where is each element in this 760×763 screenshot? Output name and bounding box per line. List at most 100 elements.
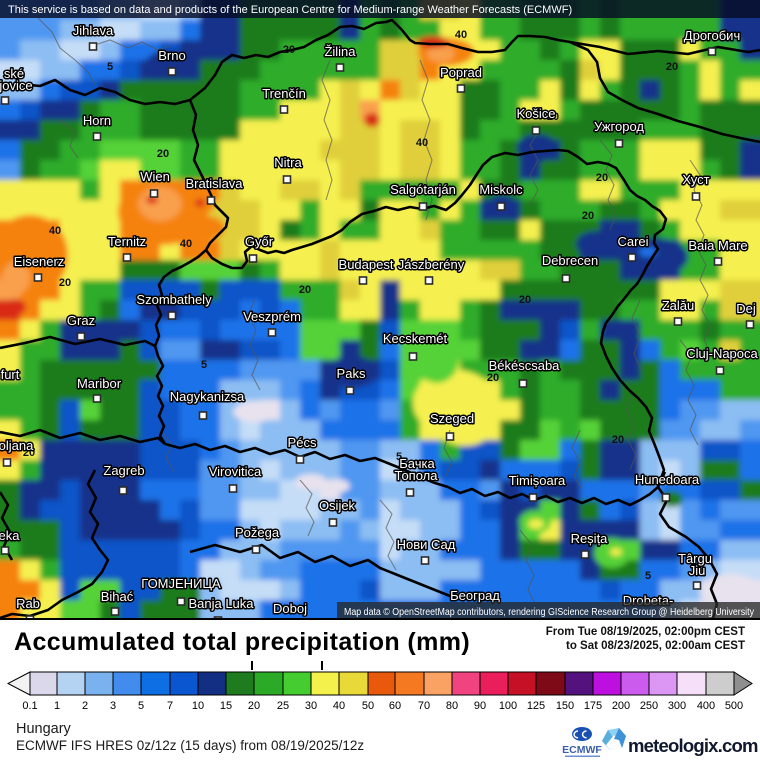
svg-text:Graz: Graz [67,313,95,328]
svg-text:Miskolc: Miskolc [479,182,523,197]
svg-text:20: 20 [248,700,260,710]
svg-text:10: 10 [192,700,204,710]
svg-text:ské: ské [4,66,24,81]
svg-text:Osijek: Osijek [319,498,356,513]
svg-text:100: 100 [499,700,517,710]
svg-text:Békéscsaba: Békéscsaba [489,358,561,373]
svg-text:oljana: oljana [0,438,34,453]
svg-text:40: 40 [455,29,467,41]
svg-text:Pécs: Pécs [288,435,317,450]
svg-text:Београд: Београд [450,588,500,603]
svg-text:Хуст: Хуст [682,172,709,187]
svg-text:40: 40 [333,700,345,710]
svg-text:Szombathely: Szombathely [136,292,212,307]
svg-text:ГОМЈЕНИЦА: ГОМЈЕНИЦА [141,576,221,591]
svg-text:70: 70 [418,700,430,710]
svg-text:20: 20 [582,210,594,222]
svg-text:Ужгород: Ужгород [594,119,644,134]
svg-text:Požega: Požega [235,525,280,540]
svg-text:Maribor: Maribor [77,376,122,391]
svg-text:50: 50 [362,700,374,710]
svg-text:Kecskemét: Kecskemét [383,331,448,346]
svg-text:20: 20 [283,44,295,56]
svg-text:This service is based on data: This service is based on data and produc… [8,4,572,16]
svg-text:60: 60 [389,700,401,710]
svg-text:Dej: Dej [736,301,756,316]
svg-text:20: 20 [666,61,678,73]
svg-text:Bihać: Bihać [101,589,134,604]
svg-text:Jihlava: Jihlava [73,23,114,38]
svg-text:40: 40 [180,238,192,250]
svg-text:Veszprém: Veszprém [243,309,301,324]
svg-text:20: 20 [596,172,608,184]
svg-text:80: 80 [446,700,458,710]
svg-text:2: 2 [82,700,88,710]
svg-text:Jiu: Jiu [689,563,706,578]
svg-text:Poprad: Poprad [440,65,482,80]
svg-text:7: 7 [167,700,173,710]
svg-text:20: 20 [23,447,35,459]
svg-text:Carei: Carei [617,234,648,249]
svg-text:Baia Mare: Baia Mare [688,238,747,253]
svg-text:20: 20 [299,284,311,296]
svg-text:5: 5 [645,570,651,582]
svg-text:Reșița: Reșița [571,531,609,546]
svg-text:jovice: jovice [0,78,33,93]
svg-text:20: 20 [59,277,71,289]
svg-text:Wien: Wien [140,169,170,184]
svg-text:Топола: Топола [395,468,439,483]
svg-text:Map data © OpenStreetMap contr: Map data © OpenStreetMap contributors, r… [344,607,754,618]
svg-text:1: 1 [54,700,60,710]
svg-text:Győr: Győr [245,234,274,249]
svg-text:300: 300 [668,700,686,710]
svg-text:Eisenerz: Eisenerz [14,254,65,269]
svg-text:400: 400 [697,700,715,710]
svg-text:Banja Luka: Banja Luka [188,596,254,611]
svg-text:5: 5 [138,700,144,710]
svg-text:Paks: Paks [337,366,366,381]
svg-text:eka: eka [0,528,20,543]
svg-text:150: 150 [556,700,574,710]
svg-text:Virovitica: Virovitica [209,464,262,479]
svg-text:Zalău: Zalău [662,298,695,313]
svg-text:Cluj-Napoca: Cluj-Napoca [686,346,758,361]
svg-text:meteologix.com: meteologix.com [628,735,758,756]
svg-text:125: 125 [527,700,545,710]
svg-text:Бачка: Бачка [399,456,435,471]
svg-text:5: 5 [201,359,207,371]
svg-text:500: 500 [725,700,743,710]
svg-text:90: 90 [474,700,486,710]
svg-text:5: 5 [107,61,113,73]
svg-text:Szeged: Szeged [430,411,474,426]
svg-text:Нови Сад: Нови Сад [397,537,456,552]
svg-text:40: 40 [49,225,61,237]
svg-text:30: 30 [305,700,317,710]
svg-text:20: 20 [487,372,499,384]
svg-text:Košice: Košice [516,106,555,121]
svg-text:3: 3 [110,700,116,710]
svg-text:Trenčín: Trenčín [262,86,306,101]
svg-text:200: 200 [612,700,630,710]
svg-text:175: 175 [584,700,602,710]
svg-text:15: 15 [220,700,232,710]
svg-text:Salgótarján: Salgótarján [390,182,456,197]
svg-text:Budapest: Budapest [339,257,394,272]
svg-text:Brno: Brno [158,48,185,63]
svg-text:20: 20 [519,294,531,306]
svg-text:20: 20 [547,111,559,123]
svg-text:Hunedoara: Hunedoara [635,472,700,487]
svg-text:Timișoara: Timișoara [509,473,566,488]
svg-text:250: 250 [640,700,658,710]
svg-text:ECMWF: ECMWF [562,744,602,756]
svg-text:20: 20 [157,148,169,160]
svg-text:Nitra: Nitra [274,155,302,170]
svg-text:Nagykanizsa: Nagykanizsa [170,389,245,404]
svg-text:Zagreb: Zagreb [103,463,144,478]
svg-text:Ternitz: Ternitz [108,234,146,249]
svg-text:Târgu: Târgu [678,551,712,566]
svg-text:Rab: Rab [16,596,40,611]
svg-text:25: 25 [277,700,289,710]
svg-text:Jászberény: Jászberény [398,257,465,272]
svg-text:0.1: 0.1 [22,700,37,710]
svg-text:20: 20 [612,434,624,446]
